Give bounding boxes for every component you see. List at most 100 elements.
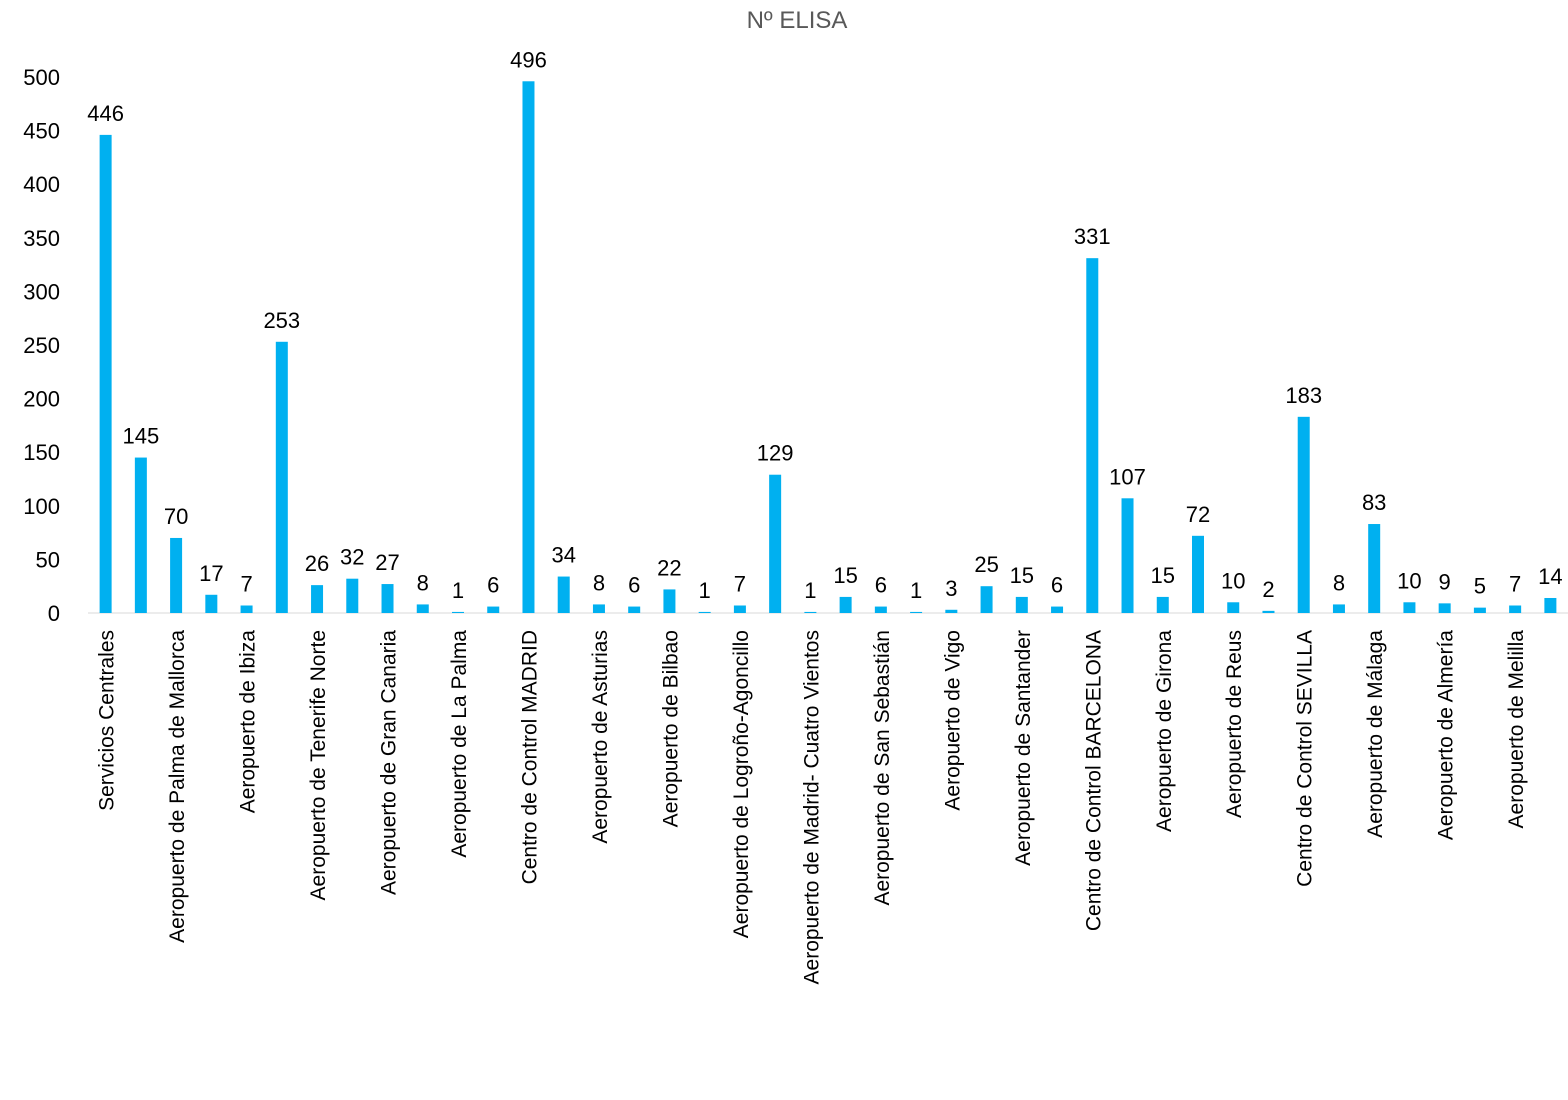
data-label: 14 <box>1538 564 1562 589</box>
y-tick-label: 450 <box>23 119 60 144</box>
bar <box>487 606 500 613</box>
category-label: Centro de Control SEVILLA <box>1294 630 1317 887</box>
category-label: Aeropuerto de Logroño-Agoncillo <box>730 630 753 938</box>
category-label: Aeropuerto de Asturias <box>589 630 612 844</box>
bar <box>769 474 782 613</box>
bar <box>1509 605 1522 613</box>
category-label: Aeropuerto de Palma de Mallorca <box>166 630 189 943</box>
bar <box>1368 524 1381 613</box>
bar <box>804 611 817 613</box>
bar <box>1262 610 1275 613</box>
bar <box>1121 498 1134 613</box>
bar <box>839 596 852 613</box>
bar <box>1015 596 1028 613</box>
data-label: 253 <box>263 308 300 333</box>
category-label: Aeropuerto de Santander <box>1012 630 1035 866</box>
data-label: 70 <box>164 504 188 529</box>
bar <box>99 134 112 613</box>
data-label: 72 <box>1186 502 1210 527</box>
bar <box>592 604 605 613</box>
data-label: 1 <box>804 578 816 603</box>
data-label: 83 <box>1362 490 1386 515</box>
bar <box>945 609 958 613</box>
bar <box>381 584 394 613</box>
data-label: 145 <box>122 424 159 449</box>
bar <box>452 611 464 613</box>
bar <box>698 611 711 613</box>
bar <box>170 537 183 613</box>
y-axis-ticks: 0 50 100 150 200 250 300 350 400 450 500 <box>23 65 60 626</box>
category-labels: Servicios Centrales Aeropuerto de Palma d… <box>96 630 1529 985</box>
category-label: Aeropuerto de Melilla <box>1505 630 1528 829</box>
category-label: Aeropuerto de Málaga <box>1364 630 1387 838</box>
category-label: Aeropuerto de Ibiza <box>237 630 260 814</box>
data-label: 6 <box>487 573 499 598</box>
bar <box>1544 597 1557 613</box>
data-label: 129 <box>757 441 794 466</box>
bar <box>1473 607 1486 613</box>
y-tick-label: 50 <box>36 547 60 572</box>
category-label: Aeropuerto de Madrid- Cuatro Vientos <box>800 630 823 984</box>
category-label: Aeropuerto de Gran Canaria <box>378 630 401 895</box>
bar <box>1297 416 1310 613</box>
data-label: 1 <box>910 578 922 603</box>
data-label: 7 <box>1509 571 1521 596</box>
data-label: 26 <box>305 551 329 576</box>
category-label: Aeropuerto de La Palma <box>448 630 471 858</box>
data-label: 15 <box>1010 563 1034 588</box>
category-label: Centro de Control BARCELONA <box>1082 630 1105 931</box>
data-label: 496 <box>510 47 547 72</box>
data-label: 446 <box>87 101 124 126</box>
data-label: 5 <box>1474 574 1486 599</box>
bar <box>522 81 535 613</box>
bar <box>1192 535 1204 613</box>
data-label: 6 <box>628 573 640 598</box>
bar <box>733 605 746 613</box>
bar <box>205 594 218 613</box>
bar <box>1438 603 1451 613</box>
category-label: Servicios Centrales <box>96 630 119 811</box>
data-label: 2 <box>1262 577 1274 602</box>
data-label: 6 <box>875 573 887 598</box>
data-label: 8 <box>417 570 429 595</box>
data-label: 1 <box>452 578 464 603</box>
data-label: 25 <box>974 552 998 577</box>
bar <box>874 606 887 613</box>
data-label: 107 <box>1109 464 1146 489</box>
data-label: 32 <box>340 545 364 570</box>
bar <box>1332 604 1345 613</box>
bar <box>311 585 324 613</box>
bar <box>663 589 676 613</box>
data-label: 3 <box>945 576 957 601</box>
data-label: 6 <box>1051 573 1063 598</box>
y-tick-label: 400 <box>23 172 60 197</box>
data-label: 34 <box>551 543 575 568</box>
data-label: 17 <box>199 561 223 586</box>
bar <box>628 606 641 613</box>
bar <box>557 576 570 613</box>
y-tick-label: 300 <box>23 279 60 304</box>
bar <box>240 605 253 613</box>
y-tick-label: 100 <box>23 494 60 519</box>
y-tick-label: 150 <box>23 440 60 465</box>
data-label: 9 <box>1439 569 1451 594</box>
y-tick-label: 0 <box>48 601 60 626</box>
y-tick-label: 350 <box>23 226 60 251</box>
bar <box>275 341 288 613</box>
y-tick-label: 500 <box>23 65 60 90</box>
category-label: Centro de Control MADRID <box>518 630 541 884</box>
bar <box>1051 606 1064 613</box>
data-label: 10 <box>1221 568 1245 593</box>
category-label: Aeropuerto de Bilbao <box>659 630 682 827</box>
data-label: 15 <box>833 563 857 588</box>
bar <box>134 457 147 613</box>
chart-title: Nº ELISA <box>747 7 848 34</box>
bar <box>980 586 993 613</box>
bar <box>1227 602 1240 613</box>
bar <box>416 604 429 613</box>
category-label: Aeropuerto de San Sebastián <box>871 630 894 906</box>
bars <box>99 81 1557 613</box>
